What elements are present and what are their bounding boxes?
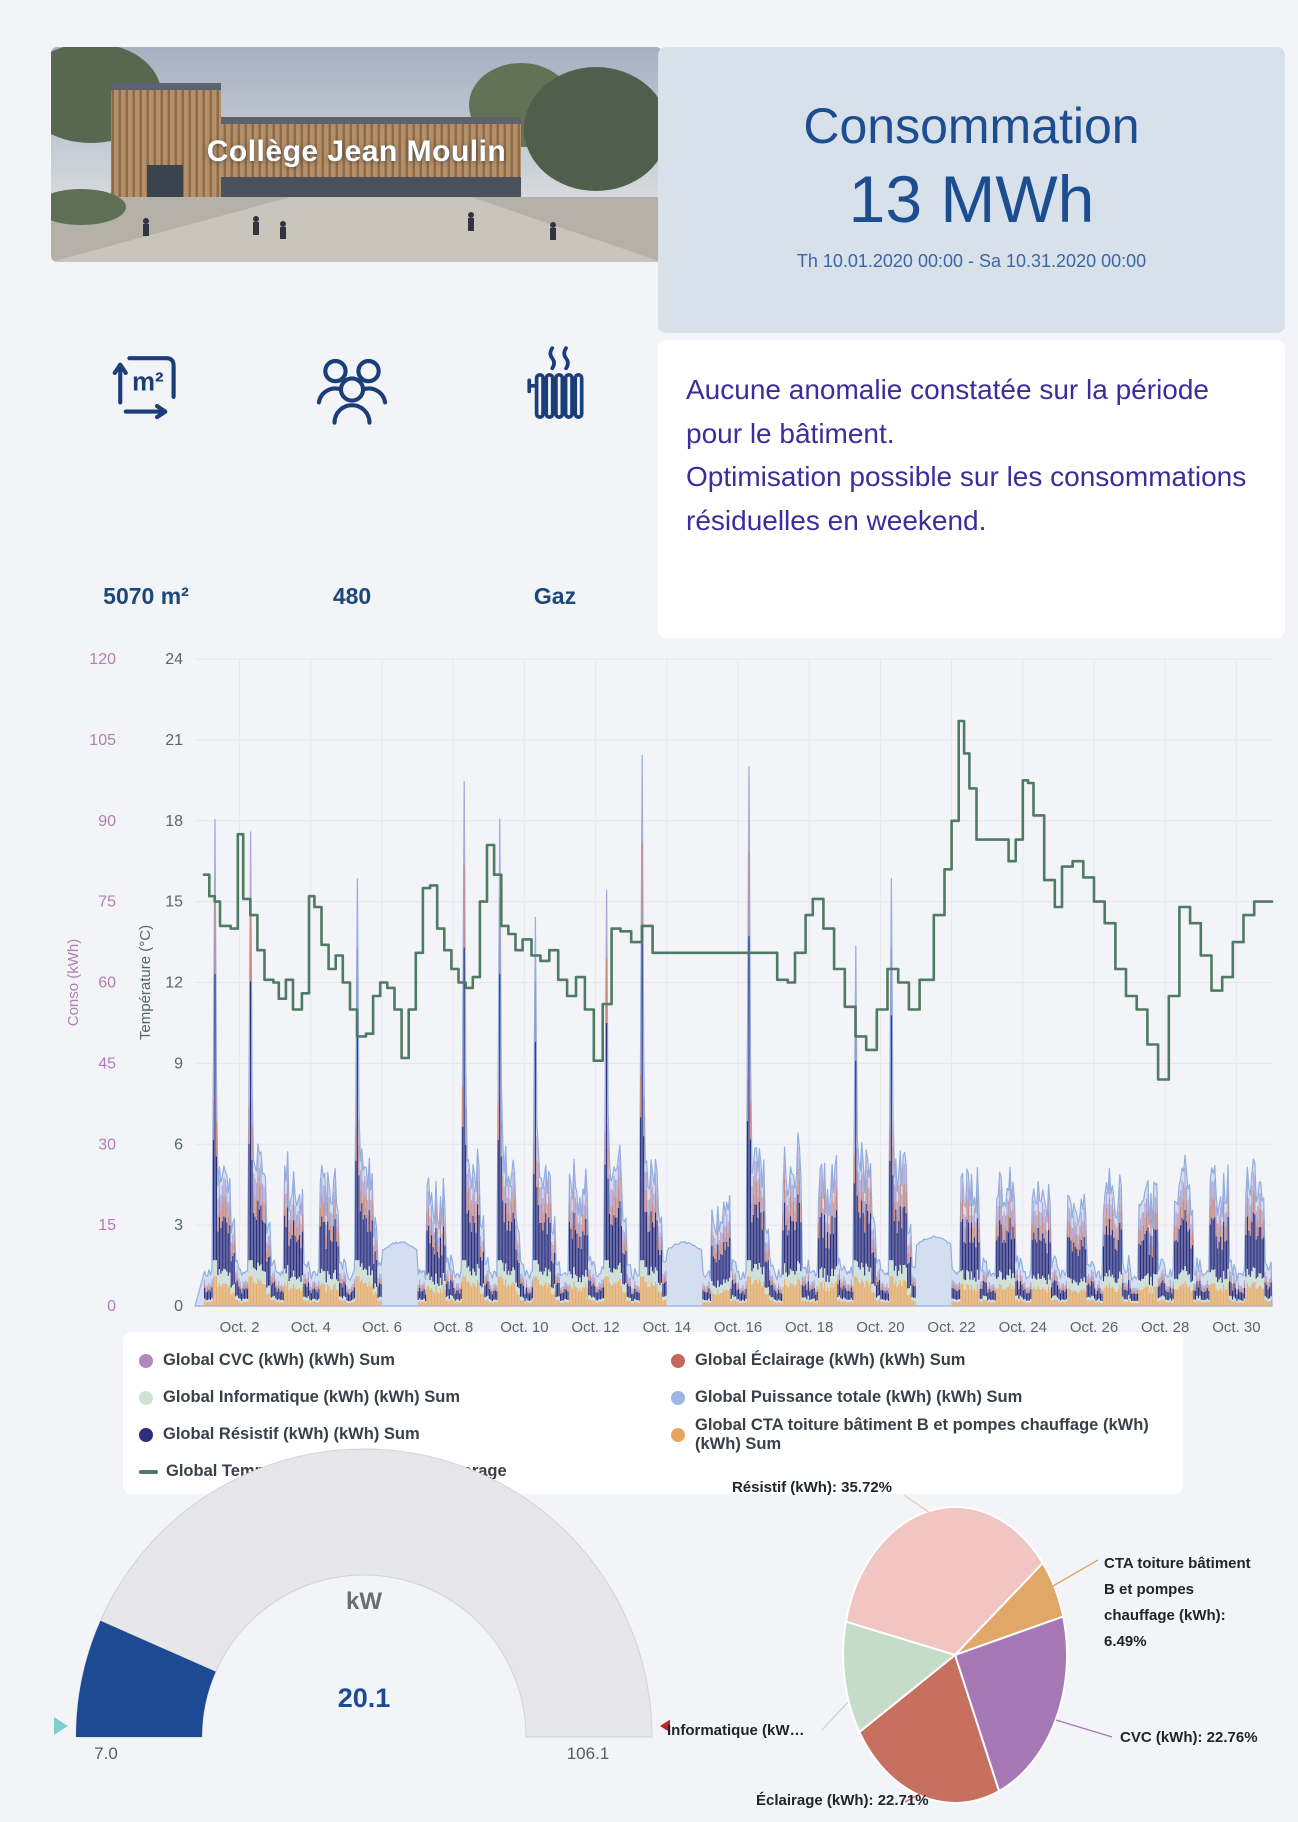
svg-text:Oct. 2: Oct. 2 <box>220 1319 260 1336</box>
pie-label-3: CVC (kWh): 22.76% <box>1120 1729 1258 1746</box>
campus-photo: Collège Jean Moulin <box>51 47 662 262</box>
gauge-min-marker <box>54 1717 68 1735</box>
legend-item-label: Global Informatique (kWh) (kWh) Sum <box>163 1388 460 1406</box>
svg-text:3: 3 <box>174 1217 183 1234</box>
svg-text:Oct. 24: Oct. 24 <box>999 1319 1047 1336</box>
pie-label-2: CTA toiture bâtiment B et pompes chauffage… <box>1104 1555 1251 1650</box>
legend-item-label: Global CTA toiture bâtiment B et pompes … <box>695 1415 1149 1453</box>
svg-text:Oct. 26: Oct. 26 <box>1070 1319 1118 1336</box>
stacked-bars <box>204 766 1272 1306</box>
svg-text:60: 60 <box>98 975 116 992</box>
svg-text:0: 0 <box>107 1298 116 1315</box>
legend-dot-marker <box>139 1390 153 1405</box>
legend-item-label: Global Puissance totale (kWh) (kWh) Sum <box>695 1388 1023 1406</box>
area-value: 5070 m² <box>103 583 189 609</box>
svg-text:Oct. 4: Oct. 4 <box>291 1319 331 1336</box>
usage-breakdown-pie-chart: Résistif (kWh): 35.72% CTA toiture bâtime… <box>667 1479 1258 1809</box>
svg-text:90: 90 <box>98 813 116 830</box>
legend-item-4[interactable]: Global Puissance totale (kWh) (kWh) Sum <box>671 1388 1183 1407</box>
legend-line-marker <box>139 1469 158 1474</box>
svg-text:18: 18 <box>165 813 183 830</box>
power-gauge-chart: kW 20.1 7.0 106.1 <box>54 1448 670 1763</box>
heating-icon <box>527 346 584 419</box>
axes: 0 15 30 45 60 75 90 105 120 0 3 6 9 12 15 18 21 24 Oct. 2 O… <box>65 651 1261 1336</box>
pie-slice-5 <box>842 1620 958 1734</box>
svg-text:9: 9 <box>174 1055 183 1072</box>
svg-text:Oct. 28: Oct. 28 <box>1141 1319 1189 1336</box>
legend-dot-marker <box>671 1427 685 1442</box>
svg-text:45: 45 <box>98 1055 116 1072</box>
pie-leader-line <box>1055 1719 1113 1738</box>
banner-title: Collège Jean Moulin <box>206 135 507 168</box>
pie-leader-line <box>821 1701 849 1731</box>
consumption-card: Consommation 13 MWh Th 10.01.2020 00:00 … <box>658 47 1285 333</box>
pie-label-4: Éclairage (kWh): 22.71% <box>756 1792 929 1809</box>
pie-leader-line <box>1052 1559 1099 1587</box>
svg-text:Oct. 20: Oct. 20 <box>856 1319 904 1336</box>
pie-leader-line <box>903 1494 931 1514</box>
gauge-min-label: 7.0 <box>94 1744 118 1763</box>
legend-item-3[interactable]: Global Informatique (kWh) (kWh) Sum <box>139 1388 671 1407</box>
pie-slice-3 <box>953 1615 1069 1793</box>
heating-value: Gaz <box>533 583 577 609</box>
legend-dot-marker <box>671 1353 685 1368</box>
legend-item-label: Global CVC (kWh) (kWh) Sum <box>163 1351 395 1369</box>
legend-item-1[interactable]: Global CVC (kWh) (kWh) Sum <box>139 1351 671 1370</box>
temperature-line <box>202 719 1274 1081</box>
insight-card: Aucune anomalie constatée sur la période… <box>658 340 1285 638</box>
svg-text:Température (°C): Température (°C) <box>137 925 154 1040</box>
campus-photo-illustration <box>51 47 662 262</box>
legend-item-6[interactable]: Global CTA toiture bâtiment B et pompes … <box>671 1416 1183 1454</box>
pie-leader-line <box>904 1791 924 1803</box>
pie-label-5: Informatique (kW… <box>667 1722 805 1739</box>
svg-text:30: 30 <box>98 1136 116 1153</box>
svg-text:Oct. 16: Oct. 16 <box>714 1319 762 1336</box>
consumption-value: 13 MWh <box>848 162 1095 236</box>
svg-text:15: 15 <box>98 1217 116 1234</box>
gauge-max-label: 106.1 <box>567 1744 610 1763</box>
gauge-value: 20.1 <box>338 1683 391 1713</box>
gauge-max-marker <box>660 1719 670 1733</box>
svg-text:Oct. 12: Oct. 12 <box>571 1319 619 1336</box>
legend-dot-marker <box>671 1390 685 1405</box>
consumption-period: Th 10.01.2020 00:00 - Sa 10.31.2020 00:0… <box>796 251 1147 271</box>
consumption-temperature-chart: 0 15 30 45 60 75 90 105 120 0 3 6 9 12 15 18 21 24 Oct. 2 O… <box>65 651 1274 1336</box>
pie-label-1: Résistif (kWh): 35.72% <box>732 1479 892 1496</box>
svg-text:Oct. 18: Oct. 18 <box>785 1319 833 1336</box>
pie-slice-1 <box>844 1506 1045 1657</box>
svg-text:21: 21 <box>165 732 183 749</box>
svg-text:75: 75 <box>98 894 116 911</box>
svg-text:15: 15 <box>165 894 183 911</box>
legend-dot-marker <box>139 1353 153 1368</box>
legend-item-5[interactable]: Global Résistif (kWh) (kWh) Sum <box>139 1425 671 1444</box>
svg-text:105: 105 <box>89 732 116 749</box>
occupants-value: 480 <box>332 583 372 609</box>
svg-text:120: 120 <box>89 651 116 668</box>
svg-text:6: 6 <box>174 1136 183 1153</box>
svg-text:m²: m² <box>132 368 164 396</box>
svg-text:24: 24 <box>165 651 183 668</box>
insight-line-1: Aucune anomalie constatée sur la période… <box>686 374 1210 449</box>
legend-dot-marker <box>139 1427 153 1442</box>
gauge-unit: kW <box>346 1588 382 1615</box>
insight-line-2: Optimisation possible sur les consommati… <box>686 461 1247 537</box>
svg-text:Oct. 10: Oct. 10 <box>500 1319 548 1336</box>
svg-text:Conso (kWh): Conso (kWh) <box>65 939 82 1027</box>
legend-item-label: Global Éclairage (kWh) (kWh) Sum <box>695 1351 966 1369</box>
svg-text:Oct. 22: Oct. 22 <box>927 1319 975 1336</box>
svg-text:Oct. 30: Oct. 30 <box>1212 1319 1260 1336</box>
svg-text:0: 0 <box>174 1298 183 1315</box>
consumption-title: Consommation <box>803 98 1140 154</box>
area-icon: m² <box>112 356 176 420</box>
svg-text:Oct. 8: Oct. 8 <box>433 1319 473 1336</box>
legend-item-label: Global Résistif (kWh) (kWh) Sum <box>163 1425 420 1443</box>
pie-slice-4 <box>858 1653 1001 1804</box>
occupants-icon <box>316 358 388 425</box>
svg-text:Oct. 14: Oct. 14 <box>643 1319 691 1336</box>
svg-text:Oct. 6: Oct. 6 <box>362 1319 402 1336</box>
svg-text:12: 12 <box>165 975 183 992</box>
legend-item-2[interactable]: Global Éclairage (kWh) (kWh) Sum <box>671 1351 1183 1370</box>
